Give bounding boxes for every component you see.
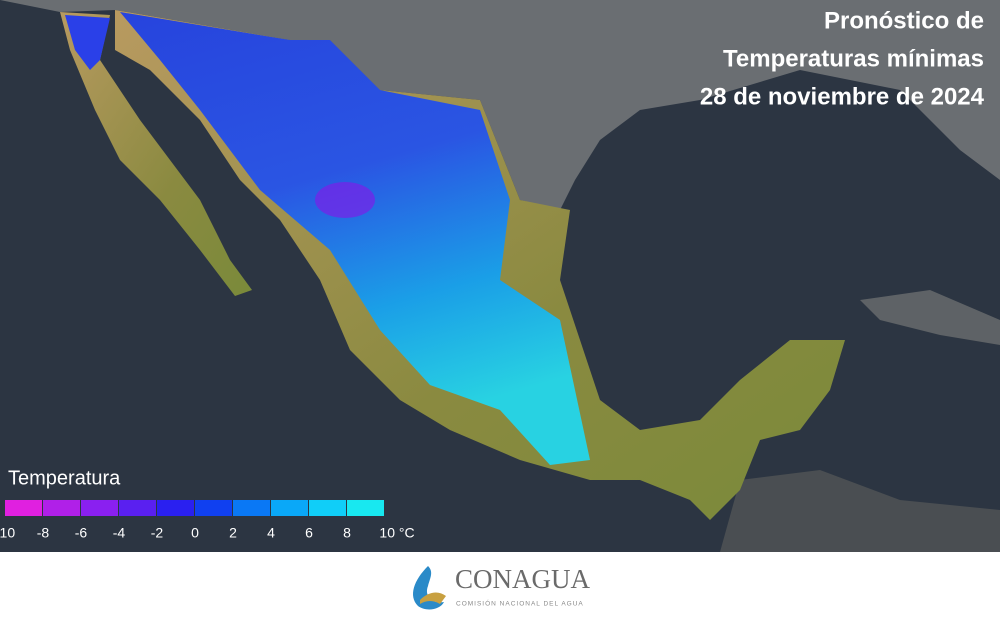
land-north	[0, 0, 1000, 210]
logo-name: CONAGUA	[455, 564, 591, 594]
legend-tick-label: -2	[151, 525, 164, 541]
legend-swatch	[195, 500, 232, 516]
legend-tick-label: 4	[267, 525, 275, 541]
baja-california	[60, 12, 252, 296]
legend-swatch	[347, 500, 384, 516]
cold-area-baja	[65, 15, 110, 70]
legend-tick-label: 8	[343, 525, 351, 541]
legend-tick-label: 10 °C	[379, 525, 414, 541]
logo-subtitle: COMISIÓN NACIONAL DEL AGUA	[456, 599, 584, 608]
legend-tick-label: -10	[0, 525, 15, 541]
logo-icon	[413, 566, 444, 610]
cold-area	[120, 12, 590, 465]
legend-tick-label: -6	[75, 525, 88, 541]
legend-swatch	[81, 500, 118, 516]
legend-swatch	[157, 500, 194, 516]
legend-tick-label: -8	[37, 525, 50, 541]
legend-swatch	[43, 500, 80, 516]
title-line: Pronóstico de	[824, 7, 984, 34]
land-caribbean	[860, 290, 1000, 345]
legend-swatch	[233, 500, 270, 516]
title-line: Temperaturas mínimas	[723, 45, 984, 72]
legend-tick-label: 0	[191, 525, 199, 541]
legend: -10 -8 -6 -4 -2 0 2 4 6 8 10 °C	[0, 500, 415, 541]
legend-tick-label: 2	[229, 525, 237, 541]
legend-tick-label: -4	[113, 525, 126, 541]
coldest-area	[315, 182, 375, 218]
legend-swatch	[271, 500, 308, 516]
footer	[0, 552, 1000, 630]
legend-title: Temperatura	[8, 467, 121, 489]
title-line: 28 de noviembre de 2024	[700, 83, 985, 110]
land-south	[720, 470, 1000, 552]
logo-icon-accent	[420, 592, 446, 604]
legend-swatch	[5, 500, 42, 516]
legend-swatch	[309, 500, 346, 516]
legend-tick-label: 6	[305, 525, 313, 541]
legend-swatch	[119, 500, 156, 516]
